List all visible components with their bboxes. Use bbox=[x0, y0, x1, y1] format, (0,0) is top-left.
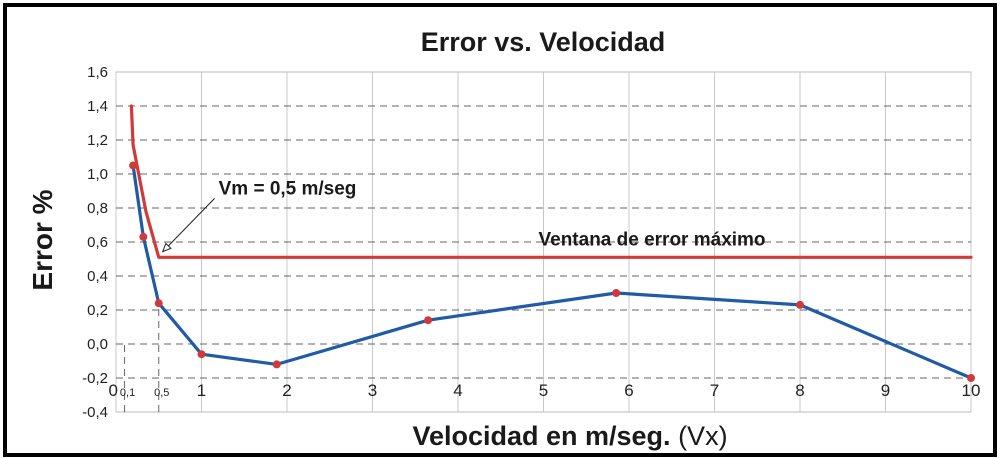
series-0-point-3 bbox=[197, 350, 206, 359]
x-minor-tick-label-1: 0,5 bbox=[154, 387, 169, 399]
x-tick-label-1: 1 bbox=[197, 381, 206, 400]
y-tick-label-3: 0,2 bbox=[87, 302, 108, 319]
x-axis-label-main: Velocidad en m/seg. bbox=[412, 421, 670, 451]
x-tick-label-3: 3 bbox=[368, 381, 377, 400]
chart-title: Error vs. Velocidad bbox=[421, 27, 666, 57]
series-0-point-7 bbox=[796, 300, 804, 309]
annotation-text-0: Vm = 0,5 m/seg bbox=[219, 178, 357, 199]
y-tick-label-1: -0,2 bbox=[82, 370, 108, 387]
y-tick-label-6: 0,8 bbox=[87, 200, 108, 217]
x-tick-label-5: 5 bbox=[539, 381, 548, 400]
y-tick-label-8: 1,2 bbox=[87, 132, 108, 149]
chart-frame: -0,4 -0,2 0,0 0,2 0,4 0,6 0,8 1,0 1,2 1,4 1,6 0 1 2 3… bbox=[3, 3, 997, 457]
x-tick-label-9: 9 bbox=[881, 381, 890, 400]
error-vs-velocidad-chart: -0,4 -0,2 0,0 0,2 0,4 0,6 0,8 1,0 1,2 1,4 1,6 0 1 2 3… bbox=[27, 27, 981, 451]
annotation-arrowhead-0 bbox=[161, 242, 172, 253]
series-0-point-6 bbox=[612, 289, 621, 297]
markers-group bbox=[129, 161, 975, 382]
annotation-arrow-0 bbox=[162, 198, 215, 252]
y-tick-label-4: 0,4 bbox=[87, 268, 108, 285]
series-0-point-5 bbox=[424, 316, 433, 325]
series-0-point-2 bbox=[154, 299, 163, 308]
x-axis-label: Velocidad en m/seg. (Vx) bbox=[412, 421, 727, 451]
x-tick-label-0: 0 bbox=[109, 381, 118, 400]
horizontal-gridlines bbox=[116, 105, 971, 379]
x-tick-label-7: 7 bbox=[710, 381, 719, 400]
x-tick-label-10: 10 bbox=[962, 381, 981, 400]
series-0-point-0 bbox=[129, 161, 138, 170]
y-tick-label-7: 1,0 bbox=[87, 166, 108, 183]
annotation-text-1: Ventana de error máximo bbox=[539, 229, 766, 250]
x-tick-labels: 0 1 2 3 4 5 6 7 8 9 10 0,1 0,5 bbox=[109, 381, 981, 400]
x-tick-label-8: 8 bbox=[795, 381, 804, 400]
series-line-1 bbox=[129, 104, 973, 259]
annotations: Vm = 0,5 m/seg Ventana de error máximo bbox=[161, 178, 766, 253]
y-tick-labels: -0,4 -0,2 0,0 0,2 0,4 0,6 0,8 1,0 1,2 1,4 1,6 bbox=[82, 64, 108, 421]
y-tick-label-10: 1,6 bbox=[87, 64, 108, 81]
y-tick-label-0: -0,4 bbox=[82, 404, 108, 421]
series-0-point-1 bbox=[139, 232, 148, 241]
y-axis-label: Error % bbox=[27, 189, 58, 290]
x-minor-tick-label-0: 0,1 bbox=[120, 387, 135, 399]
x-tick-label-4: 4 bbox=[453, 381, 462, 400]
series-0-point-4 bbox=[272, 360, 281, 369]
y-tick-label-2: 0,0 bbox=[87, 336, 108, 353]
y-tick-label-5: 0,6 bbox=[87, 234, 108, 251]
x-tick-label-2: 2 bbox=[282, 381, 291, 400]
x-tick-label-6: 6 bbox=[624, 381, 633, 400]
x-axis-label-suffix: (Vx) bbox=[678, 421, 728, 451]
y-tick-label-9: 1,4 bbox=[87, 98, 108, 115]
reference-lines bbox=[124, 303, 160, 412]
series-0-point-8 bbox=[967, 374, 975, 382]
